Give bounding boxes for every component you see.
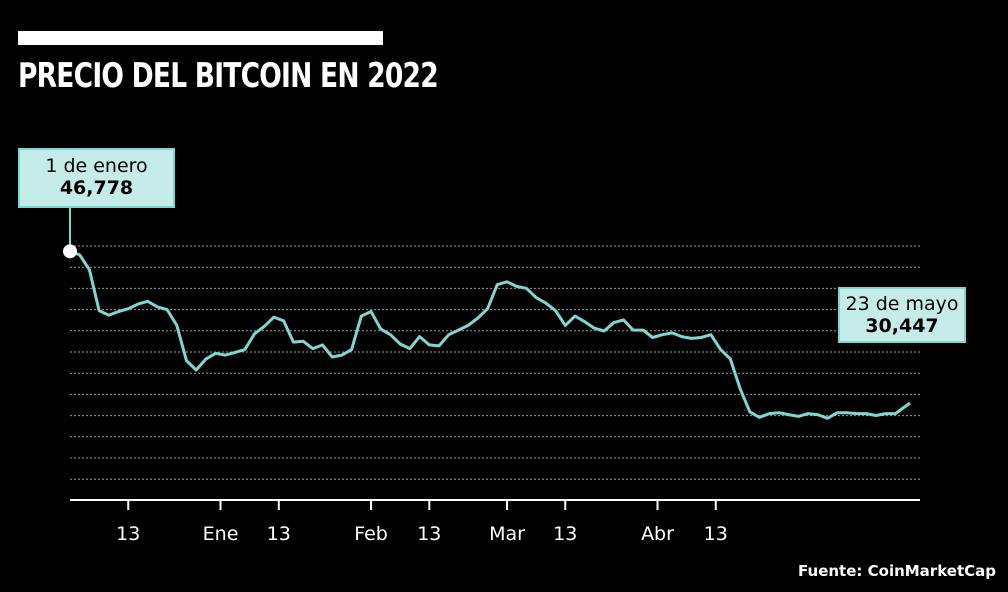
end-annotation: 23 de mayo 30,447 xyxy=(838,287,966,343)
gridlines xyxy=(70,245,920,480)
end-annotation-value: 30,447 xyxy=(865,314,939,337)
x-tick-label: Ene xyxy=(203,523,239,545)
x-ticks: 13 Ene 13 Feb 13 Mar 13 Abr 13 xyxy=(116,500,728,545)
x-tick-label: Feb xyxy=(354,523,388,545)
x-tick-label: Abr xyxy=(641,523,674,545)
x-tick-label: 13 xyxy=(267,523,291,545)
x-tick-label: 13 xyxy=(704,523,728,545)
x-tick-label: 13 xyxy=(417,523,441,545)
source-credit: Fuente: CoinMarketCap xyxy=(798,562,996,580)
start-point xyxy=(63,244,77,259)
start-annotation-label: 1 de enero xyxy=(45,155,148,177)
end-annotation-label: 23 de mayo xyxy=(845,293,959,315)
x-tick-label: 13 xyxy=(553,523,577,545)
chart-title: PRECIO DEL BITCOIN EN 2022 xyxy=(18,56,439,96)
start-annotation-value: 46,778 xyxy=(59,176,134,199)
x-tick-label: Mar xyxy=(489,523,525,545)
start-annotation: 1 de enero 46,778 xyxy=(18,148,175,208)
x-tick-label: 13 xyxy=(116,523,140,545)
series-line xyxy=(69,249,911,420)
title-bar xyxy=(18,31,383,45)
